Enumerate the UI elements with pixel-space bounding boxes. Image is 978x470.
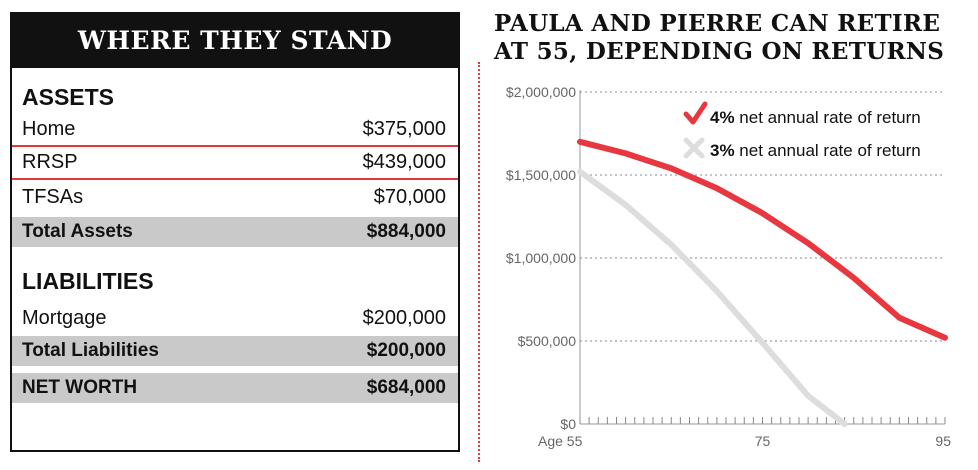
x-tick-label: 95 bbox=[935, 433, 951, 449]
asset-value: $375,000 bbox=[362, 118, 446, 140]
net-worth-value: $684,000 bbox=[366, 377, 446, 398]
asset-label: Home bbox=[22, 118, 76, 140]
checkmark-icon bbox=[683, 101, 708, 125]
liability-row-mortgage: Mortgage $200,000 bbox=[12, 302, 458, 335]
asset-row-tfsas: TFSAs $70,000 bbox=[12, 181, 458, 214]
y-tick-label: $500,000 bbox=[518, 333, 577, 349]
y-tick-label: $0 bbox=[560, 416, 576, 432]
legend-label: 4% net annual rate of return bbox=[710, 108, 921, 127]
asset-value: $70,000 bbox=[373, 186, 446, 208]
legend-label: 3% net annual rate of return bbox=[710, 141, 921, 160]
y-tick-label: $1,000,000 bbox=[506, 250, 576, 266]
total-liabilities-row: Total Liabilities $200,000 bbox=[12, 336, 458, 366]
net-worth-table: WHERE THEY STAND ASSETS Home $375,000 RR… bbox=[10, 12, 460, 452]
net-worth-label: NET WORTH bbox=[22, 377, 138, 398]
asset-label: RRSP bbox=[22, 151, 78, 173]
dotted-divider bbox=[478, 62, 480, 462]
series-line bbox=[577, 138, 948, 341]
y-tick-label: $1,500,000 bbox=[506, 167, 576, 183]
chart-title-line: PAULA AND PIERRE CAN RETIRE bbox=[494, 10, 941, 37]
y-tick-label: $2,000,000 bbox=[506, 84, 576, 100]
table-title: WHERE THEY STAND bbox=[12, 14, 458, 68]
total-assets-value: $884,000 bbox=[366, 221, 446, 242]
chart-title-line: AT 55, DEPENDING ON RETURNS bbox=[494, 38, 945, 65]
liabilities-heading: LIABILITIES bbox=[22, 268, 154, 294]
assets-heading: ASSETS bbox=[22, 84, 115, 110]
x-tick-label: Age 55 bbox=[538, 433, 583, 449]
asset-row-rrsp: RRSP $439,000 bbox=[12, 147, 458, 180]
chart-title: PAULA AND PIERRE CAN RETIRE AT 55, DEPEN… bbox=[494, 10, 964, 66]
liability-value: $200,000 bbox=[362, 307, 446, 329]
total-assets-row: Total Assets $884,000 bbox=[12, 217, 458, 247]
series-line bbox=[577, 168, 848, 427]
net-worth-row: NET WORTH $684,000 bbox=[12, 373, 458, 403]
asset-row-home: Home $375,000 bbox=[12, 114, 458, 147]
asset-value: $439,000 bbox=[362, 151, 446, 173]
asset-label: TFSAs bbox=[22, 186, 84, 208]
liability-label: Mortgage bbox=[22, 307, 107, 329]
cross-icon bbox=[683, 137, 705, 159]
x-tick-label: 75 bbox=[755, 433, 771, 449]
total-assets-label: Total Assets bbox=[22, 221, 133, 242]
total-liabilities-label: Total Liabilities bbox=[22, 340, 159, 361]
total-liabilities-value: $200,000 bbox=[366, 340, 446, 361]
